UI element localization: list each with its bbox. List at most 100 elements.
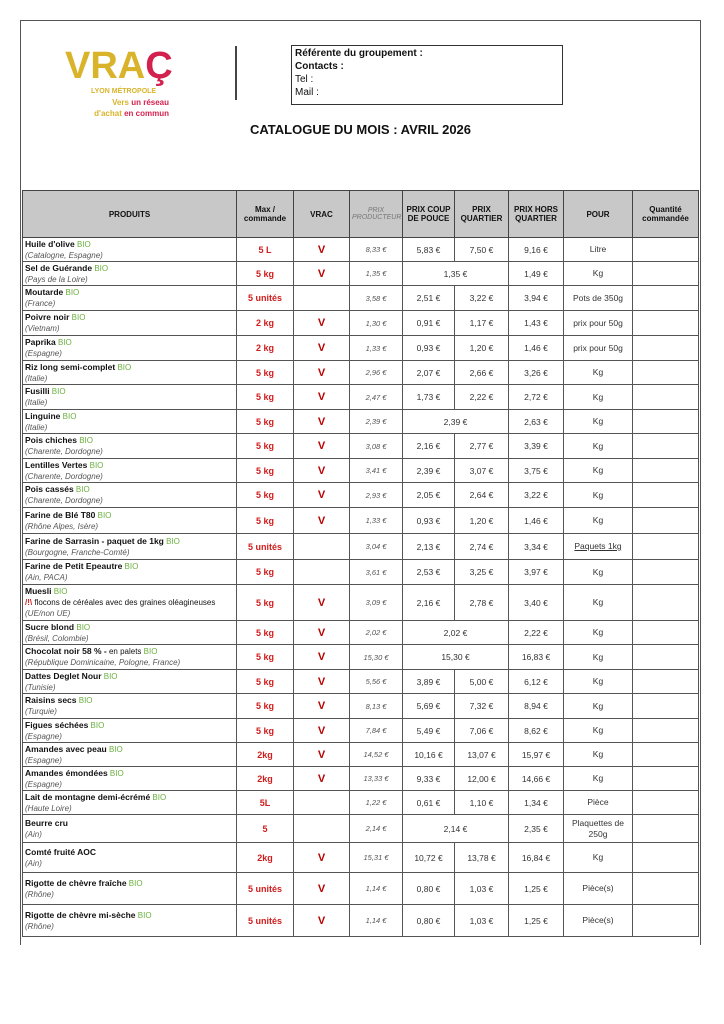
pour-unit: Kg xyxy=(563,559,633,585)
quantite-input[interactable] xyxy=(632,766,699,791)
pour-unit: Kg xyxy=(563,718,633,743)
max-commande: 5 kg xyxy=(236,458,294,483)
quantite-input[interactable] xyxy=(632,335,699,361)
product-name: Moutarde xyxy=(25,287,64,297)
prix-producteur: 1,14 € xyxy=(349,872,403,905)
product-name: Chocolat noir 58 % - xyxy=(25,646,107,656)
max-commande: 5 kg xyxy=(236,559,294,585)
max-commande: 5 kg xyxy=(236,482,294,508)
prix-producteur: 13,33 € xyxy=(349,766,403,791)
prix-hors-quartier: 2,22 € xyxy=(508,620,564,645)
prix-producteur: 3,58 € xyxy=(349,285,403,311)
logo-subtitle: LYON MÉTROPOLE xyxy=(91,88,157,95)
quantite-input[interactable] xyxy=(632,842,699,873)
prix-coup-de-pouce: 9,33 € xyxy=(402,766,455,791)
quantite-input[interactable] xyxy=(632,384,699,410)
quantite-input[interactable] xyxy=(632,790,699,815)
quantite-input[interactable] xyxy=(632,718,699,743)
quantite-input[interactable] xyxy=(632,872,699,905)
bio-label: BIO xyxy=(76,239,91,249)
quantite-input[interactable] xyxy=(632,310,699,336)
vrac-mark: V xyxy=(293,718,350,743)
header-prix-producteur: PRIX PRODUCTEUR xyxy=(349,190,403,238)
product-origin: (Catalogne, Espagne) xyxy=(25,250,103,260)
quantite-input[interactable] xyxy=(632,904,699,937)
bio-label: BIO xyxy=(57,338,72,347)
quantite-input[interactable] xyxy=(632,261,699,286)
quantite-input[interactable] xyxy=(632,693,699,719)
prix-producteur: 3,04 € xyxy=(349,533,403,560)
prix-producteur: 3,41 € xyxy=(349,458,403,483)
quantite-input[interactable] xyxy=(632,360,699,385)
quantite-input[interactable] xyxy=(632,533,699,560)
prix-coup-de-pouce: 2,39 € xyxy=(402,458,455,483)
prix-hors-quartier: 3,39 € xyxy=(508,433,564,459)
quantite-input[interactable] xyxy=(632,814,699,843)
quantite-input[interactable] xyxy=(632,285,699,311)
warning-icon: /!\ xyxy=(25,598,33,607)
quantite-input[interactable] xyxy=(632,584,699,621)
table-row: Moutarde BIO (France) 5 unités 3,58 €2,51 €… xyxy=(22,285,699,311)
product-note: flocons de céréales avec des graines olé… xyxy=(34,598,216,607)
quantite-input[interactable] xyxy=(632,507,699,534)
bio-label: BIO xyxy=(76,622,91,632)
product-origin: (Turquie) xyxy=(25,707,57,716)
logo-word: VRA xyxy=(65,45,146,87)
product-cell: Raisins secs BIO (Turquie) xyxy=(22,693,237,719)
product-name: Linguine xyxy=(25,410,61,421)
prix-producteur: 1,35 € xyxy=(349,261,403,286)
prix-coup-de-pouce: 2,05 € xyxy=(402,482,455,508)
quantite-input[interactable] xyxy=(632,620,699,645)
product-cell: Chocolat noir 58 % - en palets BIO (Répub… xyxy=(22,644,237,670)
quantite-input[interactable] xyxy=(632,482,699,508)
prix-producteur: 1,22 € xyxy=(349,790,403,815)
table-row: Raisins secs BIO (Turquie) 5 kg V 8,13 €5,69… xyxy=(22,693,699,719)
prix-producteur: 1,30 € xyxy=(349,310,403,336)
prix-quartier: 2,74 € xyxy=(454,533,509,560)
product-cell: Amandes avec peau BIO (Espagne) xyxy=(22,742,237,767)
table-row: Farine de Blé T80 BIO (Rhône Alpes, Isère… xyxy=(22,507,699,534)
max-commande: 5 xyxy=(236,814,294,843)
pour-unit: prix pour 50g xyxy=(563,310,633,336)
product-origin: (UE/non UE) xyxy=(25,609,71,618)
prix-producteur: 15,31 € xyxy=(349,842,403,873)
bio-label: BIO xyxy=(143,647,158,656)
product-name: Pois chiches xyxy=(25,435,77,445)
prix-quartier: 13,07 € xyxy=(454,742,509,767)
table-row: Farine de Sarrasin - paquet de 1kg BIO (B… xyxy=(22,533,699,560)
quantite-input[interactable] xyxy=(632,669,699,694)
max-commande: 5 kg xyxy=(236,584,294,621)
bio-label: BIO xyxy=(79,436,93,445)
max-commande: 5 unités xyxy=(236,872,294,905)
mail-label: Mail : xyxy=(295,87,319,98)
quantite-input[interactable] xyxy=(632,644,699,670)
product-name: Poivre noir xyxy=(25,312,70,322)
max-commande: 5 kg xyxy=(236,360,294,385)
vrac-mark: V xyxy=(293,310,350,336)
prix-producteur: 14,52 € xyxy=(349,742,403,767)
bio-label: BIO xyxy=(53,587,68,596)
quantite-input[interactable] xyxy=(632,742,699,767)
quantite-input[interactable] xyxy=(632,433,699,459)
header-produits: PRODUITS xyxy=(22,190,237,238)
catalogue-page: VRAÇ LYON MÉTROPOLE Vers un réseau d'ach… xyxy=(20,20,701,945)
header-prix-hors-quartier: PRIX HORS QUARTIER xyxy=(508,190,564,238)
product-cell: Linguine BIO (Italie) xyxy=(22,409,237,434)
max-commande: 5 kg xyxy=(236,384,294,410)
max-commande: 5 kg xyxy=(236,718,294,743)
table-row: Pois chiches BIO (Charente, Dordogne) 5 kg… xyxy=(22,433,699,459)
prix-coup-de-pouce: 0,61 € xyxy=(402,790,455,815)
quantite-input[interactable] xyxy=(632,409,699,434)
bio-label: BIO xyxy=(124,562,139,571)
quantite-input[interactable] xyxy=(632,559,699,585)
product-origin: (Rhône) xyxy=(25,921,54,931)
pour-unit: Kg xyxy=(563,584,633,621)
quantite-input[interactable] xyxy=(632,458,699,483)
pour-unit: Kg xyxy=(563,433,633,459)
product-name: Huile d'olive xyxy=(25,238,75,249)
header-divider xyxy=(235,46,237,100)
vrac-mark: V xyxy=(293,766,350,791)
product-cell: Pois cassés BIO (Charente, Dordogne) xyxy=(22,482,237,508)
product-cell: Paprika BIO (Espagne) xyxy=(22,335,237,361)
quantite-input[interactable] xyxy=(632,237,699,262)
